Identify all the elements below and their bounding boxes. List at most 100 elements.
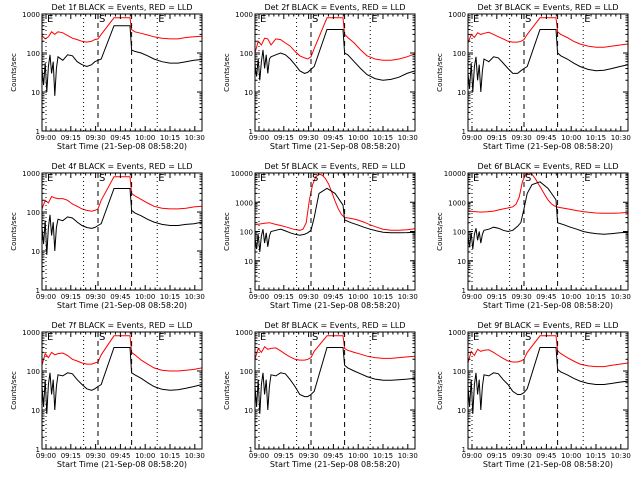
marker-label: E — [473, 173, 479, 184]
marker-label: E — [473, 14, 479, 25]
y-tick-label: 10 — [457, 89, 466, 97]
panel-title: Det 9f BLACK = Events, RED = LLD — [477, 321, 618, 330]
x-tick-label: 10:30 — [185, 134, 205, 142]
panel-title: Det 7f BLACK = Events, RED = LLD — [51, 321, 192, 330]
y-tick-label: 10 — [244, 407, 253, 415]
marker-label: E — [584, 332, 590, 343]
x-tick-label: 10:30 — [611, 452, 631, 460]
series-line-black — [42, 188, 202, 255]
x-tick-label: 09:15 — [274, 452, 294, 460]
x-tick-label: 09:30 — [86, 293, 106, 301]
series-line-red — [255, 173, 415, 231]
series-line-black — [255, 347, 415, 414]
series-line-black — [468, 181, 628, 250]
x-axis-label: Start Time (21-Sep-08 08:58:20) — [57, 142, 187, 151]
panel-2: E S E 1 10 100 1000 09:00 09:15 09:30 09:45 10:00 10… — [223, 3, 418, 151]
marker-label: E — [371, 173, 377, 184]
series-line-black — [42, 25, 202, 96]
panel-title: Det 5f BLACK = Events, RED = LLD — [264, 162, 405, 171]
y-tick-label: 1000 — [448, 329, 466, 337]
series-line-black — [42, 347, 202, 414]
x-axis-label: Start Time (21-Sep-08 08:58:20) — [270, 142, 400, 151]
y-axis-label: Counts/sec — [436, 53, 444, 92]
marker-label: S — [312, 14, 318, 25]
x-tick-label: 10:15 — [373, 134, 393, 142]
marker-label: E — [371, 14, 377, 25]
x-axis-label: Start Time (21-Sep-08 08:58:20) — [270, 460, 400, 469]
plot-frame — [41, 331, 203, 450]
panel-6: E S E 1 10 100 1000 10000 09:00 09:15 09:30 09:45 10… — [436, 162, 631, 310]
marker-label: E — [260, 173, 266, 184]
y-tick-label: 1 — [36, 287, 40, 295]
series-line-red — [468, 17, 628, 48]
y-tick-label: 1000 — [22, 329, 40, 337]
y-tick-label: 10 — [31, 407, 40, 415]
y-tick-label: 1 — [462, 446, 466, 454]
marker-label: E — [158, 332, 164, 343]
panel-title: Det 2f BLACK = Events, RED = LLD — [264, 3, 405, 12]
y-axis-label: Counts/sec — [10, 212, 18, 251]
x-tick-label: 09:30 — [512, 134, 532, 142]
x-axis-label: Start Time (21-Sep-08 08:58:20) — [57, 301, 187, 310]
y-tick-label: 1 — [249, 446, 253, 454]
x-axis-label: Start Time (21-Sep-08 08:58:20) — [57, 460, 187, 469]
x-tick-label: 10:00 — [135, 452, 155, 460]
y-axis-label: Counts/sec — [436, 371, 444, 410]
panel-7: E S E 1 10 100 1000 09:00 09:15 09:30 09:45 10:00 10… — [10, 321, 205, 469]
series-line-black — [468, 29, 628, 93]
marker-label: S — [99, 173, 105, 184]
marker-label: S — [525, 173, 531, 184]
x-tick-label: 09:45 — [536, 293, 556, 301]
y-axis-label: Counts/sec — [223, 212, 231, 251]
x-tick-label: 09:15 — [274, 134, 294, 142]
x-tick-label: 10:30 — [611, 293, 631, 301]
y-tick-label: 1 — [462, 287, 466, 295]
x-tick-label: 10:00 — [135, 134, 155, 142]
x-tick-label: 10:00 — [561, 134, 581, 142]
marker-label: E — [47, 173, 53, 184]
x-tick-label: 09:00 — [462, 134, 482, 142]
marker-label: E — [47, 332, 53, 343]
series-line-red — [42, 176, 202, 212]
marker-label: S — [99, 332, 105, 343]
y-tick-label: 10 — [457, 258, 466, 266]
panel-title: Det 8f BLACK = Events, RED = LLD — [264, 321, 405, 330]
x-tick-label: 09:15 — [274, 293, 294, 301]
y-tick-label: 100 — [453, 229, 466, 237]
panel-title: Det 4f BLACK = Events, RED = LLD — [51, 162, 192, 171]
x-tick-label: 10:00 — [348, 134, 368, 142]
y-tick-label: 10 — [244, 258, 253, 266]
x-tick-label: 09:00 — [249, 452, 269, 460]
x-tick-label: 09:15 — [61, 293, 81, 301]
x-tick-label: 09:30 — [299, 134, 319, 142]
plot-frame — [467, 331, 629, 450]
series-line-black — [468, 347, 628, 414]
x-tick-label: 10:30 — [398, 134, 418, 142]
x-tick-label: 09:30 — [299, 452, 319, 460]
x-tick-label: 09:15 — [61, 452, 81, 460]
y-tick-label: 1 — [249, 128, 253, 136]
x-tick-label: 09:30 — [512, 452, 532, 460]
y-tick-label: 100 — [453, 368, 466, 376]
panel-1: E S E 1 10 100 1000 09:00 09:15 09:30 09:45 10:00 10… — [10, 3, 205, 151]
y-tick-label: 1 — [36, 446, 40, 454]
x-tick-label: 09:30 — [299, 293, 319, 301]
x-tick-label: 09:30 — [512, 293, 532, 301]
y-tick-label: 100 — [27, 209, 40, 217]
marker-label: E — [584, 173, 590, 184]
x-tick-label: 09:15 — [487, 293, 507, 301]
panel-title: Det 6f BLACK = Events, RED = LLD — [477, 162, 618, 171]
marker-label: E — [158, 14, 164, 25]
x-tick-label: 09:15 — [61, 134, 81, 142]
y-tick-label: 100 — [27, 368, 40, 376]
panel-5: E S E 1 10 100 1000 10000 09:00 09:15 09:30 09:45 10… — [223, 162, 418, 310]
x-tick-label: 09:00 — [249, 293, 269, 301]
plot-frame — [254, 172, 416, 291]
x-tick-label: 09:30 — [86, 134, 106, 142]
y-tick-label: 1000 — [235, 329, 253, 337]
plot-frame — [467, 13, 629, 132]
x-tick-label: 09:00 — [36, 293, 56, 301]
x-tick-label: 09:00 — [462, 293, 482, 301]
marker-label: E — [260, 332, 266, 343]
marker-label: S — [312, 173, 318, 184]
